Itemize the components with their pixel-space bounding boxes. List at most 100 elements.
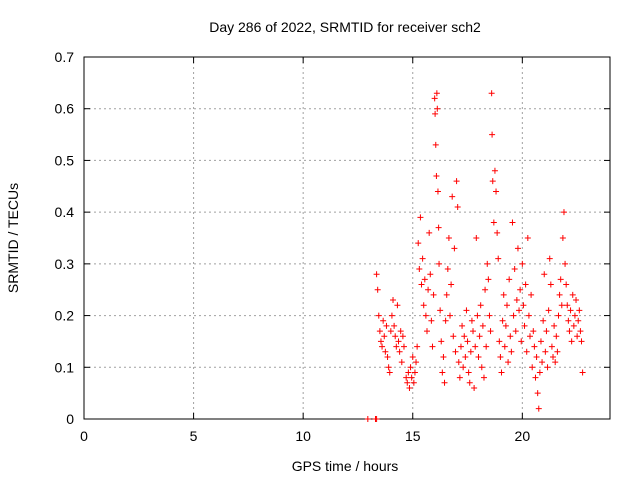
data-point [405, 369, 412, 376]
data-point [496, 338, 503, 345]
data-point [559, 235, 566, 241]
data-point [488, 90, 495, 97]
data-point [441, 379, 448, 386]
data-point [506, 276, 513, 283]
data-point [540, 317, 547, 324]
data-point [522, 281, 529, 288]
data-point [473, 235, 480, 241]
data-point [578, 338, 585, 345]
data-point [364, 416, 371, 422]
data-point [517, 286, 524, 293]
data-point [396, 348, 403, 355]
data-point [391, 322, 398, 329]
data-point [447, 312, 454, 319]
data-point [499, 317, 506, 324]
data-point [381, 333, 388, 340]
data-point [457, 343, 464, 350]
data-point [574, 333, 581, 340]
data-point [409, 353, 416, 360]
data-point [490, 219, 497, 226]
data-point [438, 338, 445, 345]
y-tick-label: 0 [66, 411, 74, 427]
data-point [555, 312, 562, 319]
data-point [518, 338, 525, 345]
data-point [487, 328, 494, 335]
data-point [525, 312, 532, 319]
data-point [543, 328, 550, 335]
data-point [474, 312, 481, 319]
data-point [456, 374, 463, 381]
data-point [547, 281, 554, 288]
data-point [470, 328, 477, 335]
data-point [558, 302, 565, 309]
data-point [542, 348, 549, 355]
data-point [498, 369, 505, 376]
data-point [533, 353, 540, 360]
y-tick-label: 0.3 [55, 256, 75, 272]
data-point [421, 276, 428, 283]
data-point [434, 188, 441, 195]
data-point [477, 302, 484, 309]
data-point [516, 307, 523, 314]
data-point [567, 307, 574, 314]
data-point [384, 353, 391, 360]
data-point [557, 276, 564, 283]
data-point [390, 297, 397, 304]
data-point [407, 364, 414, 371]
data-point [395, 338, 402, 345]
data-point [403, 374, 410, 381]
data-point [484, 260, 491, 267]
data-point [483, 343, 490, 350]
data-point [532, 374, 539, 381]
data-point [502, 322, 509, 329]
data-point [534, 390, 541, 397]
data-point [579, 369, 586, 376]
data-point [463, 307, 470, 314]
data-point [432, 110, 439, 117]
data-point [575, 317, 582, 324]
data-point [497, 353, 504, 360]
data-point [455, 359, 462, 366]
data-point [452, 348, 459, 355]
data-point [434, 105, 441, 112]
data-point [443, 291, 450, 298]
data-point [459, 322, 466, 329]
data-point [495, 255, 502, 262]
data-point [562, 260, 569, 267]
x-tick-label: 15 [405, 428, 421, 444]
data-point [531, 343, 538, 350]
x-tick-label: 5 [190, 428, 198, 444]
data-point [573, 297, 580, 304]
y-tick-label: 0.5 [55, 152, 75, 168]
data-point [393, 343, 400, 350]
data-point [541, 271, 548, 278]
data-point [485, 276, 492, 283]
y-tick-label: 0.1 [55, 359, 75, 375]
data-point [560, 209, 567, 216]
data-point [511, 266, 518, 273]
data-point [410, 379, 417, 386]
data-point [417, 214, 424, 221]
data-point [570, 322, 577, 329]
data-point [436, 260, 443, 267]
data-point [433, 90, 440, 97]
data-point [386, 369, 393, 376]
data-point [423, 328, 430, 335]
data-point [478, 364, 485, 371]
data-point [397, 328, 404, 335]
data-point [426, 229, 433, 236]
data-point [528, 291, 535, 298]
data-point [461, 333, 468, 340]
data-point [429, 343, 436, 350]
data-point [387, 328, 394, 335]
data-point [400, 343, 407, 350]
data-point [476, 333, 483, 340]
data-point [508, 348, 515, 355]
data-point [444, 266, 451, 273]
data-point [406, 384, 413, 391]
y-tick-label: 0.6 [55, 101, 75, 117]
x-axis-label: GPS time / hours [292, 458, 399, 474]
data-point [501, 343, 508, 350]
data-point [435, 224, 442, 231]
data-point [450, 333, 457, 340]
